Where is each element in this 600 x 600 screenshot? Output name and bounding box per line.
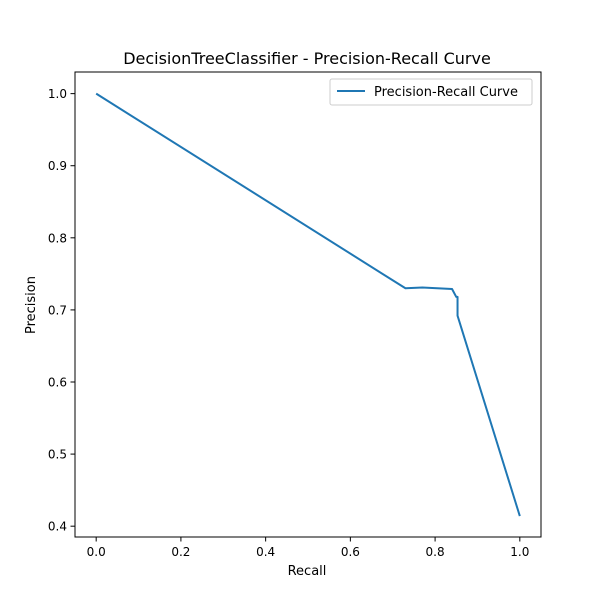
y-tick-label: 0.5 [48,448,67,462]
plot-area [95,92,521,517]
axes: 0.0 0.2 0.4 0.6 0.8 1.0 0.4 0.5 0.6 0.7 0.8 0.9 1.0 [48,71,542,559]
axes-frame [74,71,542,538]
x-tick-label: 0.4 [256,545,275,559]
y-axis-label: Precision [24,276,39,334]
legend-label: Precision-Recall Curve [374,85,518,100]
y-tick-label: 0.4 [48,520,67,534]
y-tick-label: 0.6 [48,376,67,390]
y-tick-label: 0.9 [48,159,67,173]
y-tick-label: 1.0 [48,87,67,101]
legend: Precision-Recall Curve [329,78,533,106]
chart-title: DecisionTreeClassifier - Precision-Recal… [123,49,491,68]
series-line-0 [95,92,521,517]
x-axis-label: Recall [288,564,327,579]
x-tick-label: 0.0 [87,545,106,559]
y-tick-label: 0.7 [48,303,67,317]
x-tick-label: 1.0 [510,545,529,559]
legend-box [329,78,533,106]
x-tick-label: 0.2 [171,545,190,559]
y-tick-label: 0.8 [48,231,67,245]
x-tick-label: 0.6 [341,545,360,559]
x-tick-label: 0.8 [426,545,445,559]
